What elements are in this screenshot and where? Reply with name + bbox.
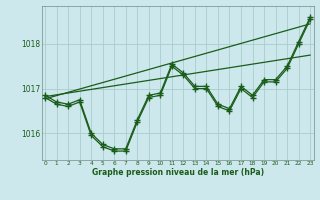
X-axis label: Graphe pression niveau de la mer (hPa): Graphe pression niveau de la mer (hPa) xyxy=(92,168,264,177)
